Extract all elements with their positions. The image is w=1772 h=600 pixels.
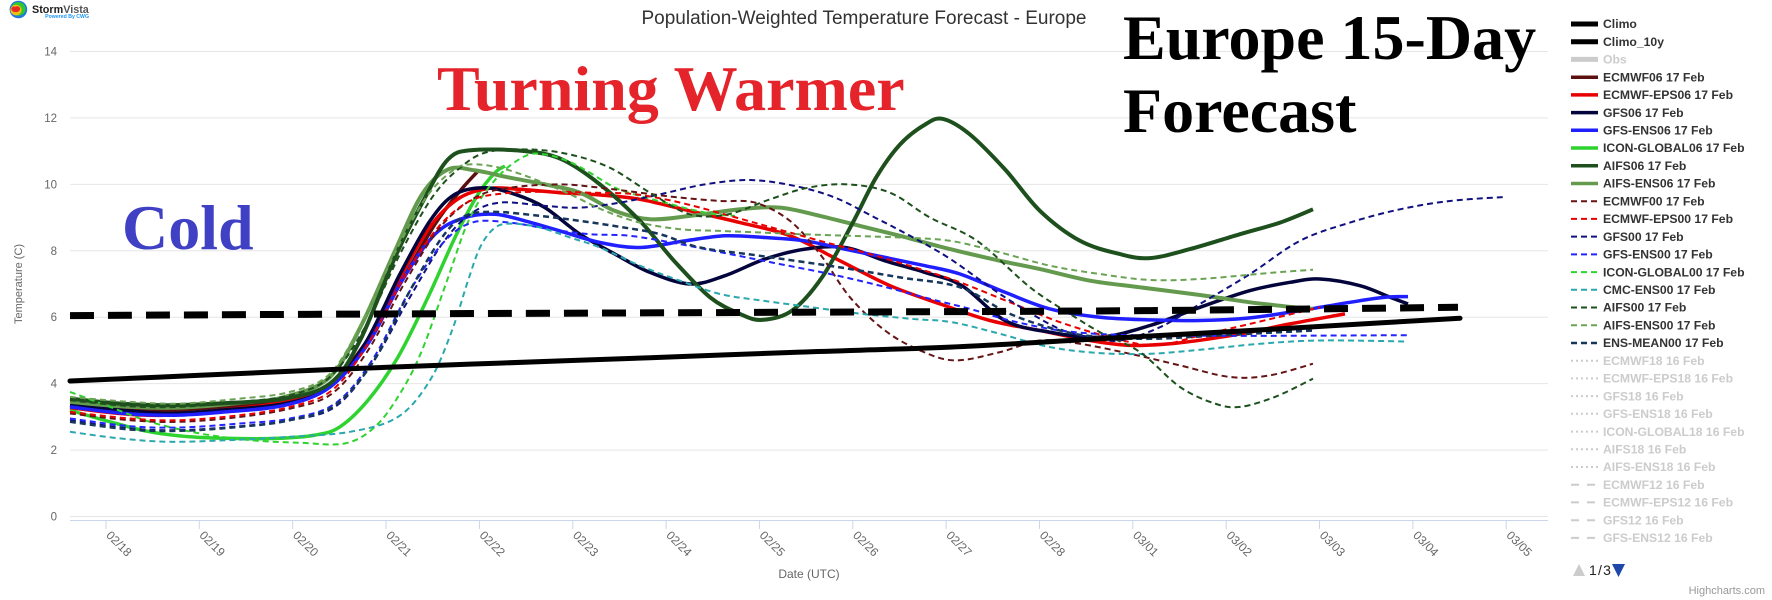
svg-text:Obs: Obs xyxy=(1603,53,1627,67)
svg-text:ECMWF18 16 Feb: ECMWF18 16 Feb xyxy=(1603,354,1705,368)
svg-text:GFS-ENS12 16 Feb: GFS-ENS12 16 Feb xyxy=(1603,531,1713,545)
svg-text:Highcharts.com: Highcharts.com xyxy=(1689,585,1765,597)
svg-text:GFS06 17 Feb: GFS06 17 Feb xyxy=(1603,106,1684,120)
svg-text:6: 6 xyxy=(51,312,57,324)
svg-text:1/3: 1/3 xyxy=(1589,562,1612,578)
svg-text:AIFS06 17 Feb: AIFS06 17 Feb xyxy=(1603,159,1686,173)
svg-text:ECMWF-EPS18 16 Feb: ECMWF-EPS18 16 Feb xyxy=(1603,372,1733,386)
svg-text:ECMWF06 17 Feb: ECMWF06 17 Feb xyxy=(1603,70,1705,84)
svg-text:8: 8 xyxy=(51,246,57,258)
svg-text:StormVista: StormVista xyxy=(32,4,90,16)
svg-text:GFS-ENS06 17 Feb: GFS-ENS06 17 Feb xyxy=(1603,124,1713,138)
svg-text:AIFS18 16 Feb: AIFS18 16 Feb xyxy=(1603,443,1686,457)
svg-text:Date (UTC): Date (UTC) xyxy=(778,567,839,581)
svg-text:GFS00 17 Feb: GFS00 17 Feb xyxy=(1603,230,1684,244)
svg-text:ICON-GLOBAL00 17 Feb: ICON-GLOBAL00 17 Feb xyxy=(1603,265,1745,279)
svg-text:Climo_10y: Climo_10y xyxy=(1603,35,1664,49)
svg-text:AIFS-ENS18 16 Feb: AIFS-ENS18 16 Feb xyxy=(1603,460,1715,474)
svg-text:ECMWF-EPS00 17 Feb: ECMWF-EPS00 17 Feb xyxy=(1603,212,1733,226)
svg-text:ENS-MEAN00 17 Feb: ENS-MEAN00 17 Feb xyxy=(1603,336,1724,350)
svg-text:Population-Weighted Temperatur: Population-Weighted Temperature Forecast… xyxy=(642,8,1087,29)
svg-text:0: 0 xyxy=(51,512,57,524)
svg-text:Temperature (C): Temperature (C) xyxy=(13,244,25,324)
svg-text:Climo: Climo xyxy=(1603,17,1637,31)
svg-text:Forecast: Forecast xyxy=(1123,75,1357,146)
svg-text:ECMWF-EPS06 17 Feb: ECMWF-EPS06 17 Feb xyxy=(1603,88,1733,102)
svg-text:AIFS-ENS06 17 Feb: AIFS-ENS06 17 Feb xyxy=(1603,177,1715,191)
svg-text:GFS-ENS18 16 Feb: GFS-ENS18 16 Feb xyxy=(1603,407,1713,421)
svg-text:Europe 15-Day: Europe 15-Day xyxy=(1123,2,1536,73)
svg-text:14: 14 xyxy=(44,47,57,59)
svg-text:AIFS-ENS00 17 Feb: AIFS-ENS00 17 Feb xyxy=(1603,318,1715,332)
svg-text:12: 12 xyxy=(44,113,57,125)
svg-text:CMC-ENS00 17 Feb: CMC-ENS00 17 Feb xyxy=(1603,283,1715,297)
svg-text:Turning Warmer: Turning Warmer xyxy=(437,53,905,124)
svg-text:ECMWF12 16 Feb: ECMWF12 16 Feb xyxy=(1603,478,1705,492)
svg-text:ICON-GLOBAL18 16 Feb: ICON-GLOBAL18 16 Feb xyxy=(1603,425,1745,439)
svg-text:ECMWF-EPS12 16 Feb: ECMWF-EPS12 16 Feb xyxy=(1603,496,1733,510)
svg-text:4: 4 xyxy=(51,379,58,391)
svg-text:AIFS00 17 Feb: AIFS00 17 Feb xyxy=(1603,301,1686,315)
svg-text:GFS18 16 Feb: GFS18 16 Feb xyxy=(1603,389,1684,403)
svg-text:Cold: Cold xyxy=(122,192,254,263)
svg-text:2: 2 xyxy=(51,445,57,457)
svg-text:ECMWF00 17 Feb: ECMWF00 17 Feb xyxy=(1603,194,1705,208)
svg-text:ICON-GLOBAL06 17 Feb: ICON-GLOBAL06 17 Feb xyxy=(1603,141,1745,155)
svg-text:GFS-ENS00 17 Feb: GFS-ENS00 17 Feb xyxy=(1603,248,1713,262)
svg-text:Powered By CWG: Powered By CWG xyxy=(45,14,89,20)
svg-text:10: 10 xyxy=(44,179,57,191)
svg-text:GFS12 16 Feb: GFS12 16 Feb xyxy=(1603,513,1684,527)
